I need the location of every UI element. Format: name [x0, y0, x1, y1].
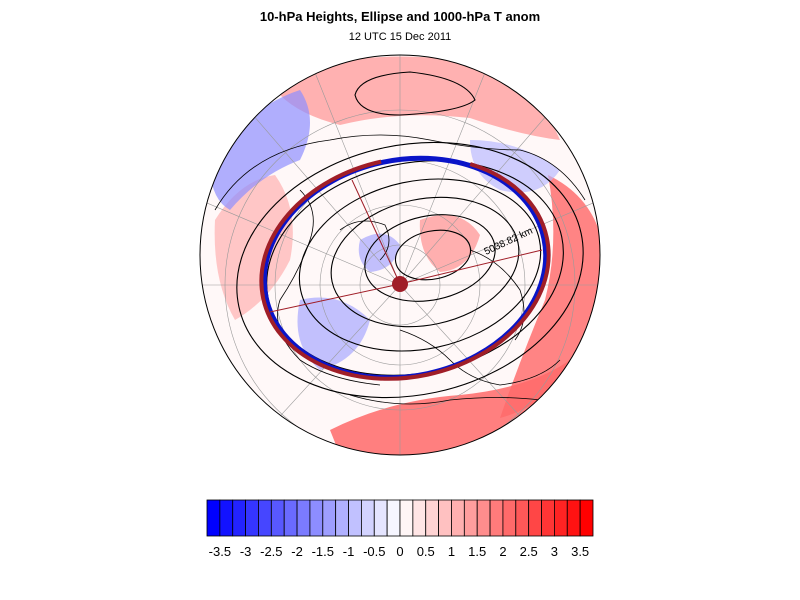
colorbar-boxes — [206, 499, 594, 537]
colorbar-box — [554, 499, 568, 537]
cold-anomaly-alaska — [210, 90, 310, 210]
colorbar-box — [451, 499, 465, 537]
polar-map: 5038.82 km — [199, 54, 601, 456]
colorbar-tick-label: 0.5 — [417, 544, 435, 559]
colorbar-tick-label: -3.5 — [209, 544, 231, 559]
colorbar-box — [322, 499, 337, 537]
colorbar-box — [528, 499, 542, 537]
colorbar-box — [309, 499, 324, 537]
colorbar-box — [566, 499, 581, 537]
colorbar-tick-label: -3 — [240, 544, 252, 559]
warm-anomaly-europe — [500, 175, 600, 418]
colorbar-box — [360, 499, 375, 537]
colorbar-tick-label: 3 — [551, 544, 558, 559]
map-title: 10-hPa Heights, Ellipse and 1000-hPa T a… — [259, 9, 541, 24]
colorbar-box — [373, 499, 388, 537]
colorbar-tick-label: 2 — [499, 544, 506, 559]
colorbar-box — [283, 499, 298, 537]
colorbar-tick-label: -2 — [291, 544, 303, 559]
colorbar-box — [335, 499, 349, 537]
warm-anomaly-arctic — [419, 215, 480, 272]
colorbar-labels: -3.5 -3 -2.5 -2 -1.5 -1 -0.5 0 0.5 1 1.5 2 2.5 3 3.5 — [209, 544, 590, 559]
colorbar-box — [425, 499, 440, 537]
coastlines — [214, 134, 586, 405]
graticule — [200, 55, 600, 455]
colorbar-tick-label: 1.5 — [468, 544, 486, 559]
colorbar-tick-label: 1 — [448, 544, 455, 559]
colorbar-box — [541, 499, 555, 537]
ellipse-red-outline — [259, 155, 551, 381]
colorbar-box — [296, 499, 311, 537]
colorbar-tick-label: -2.5 — [260, 544, 282, 559]
colorbar-box — [579, 499, 594, 537]
colorbar-box — [386, 499, 401, 537]
ellipse-axis-north — [351, 179, 401, 285]
globe-outline — [199, 54, 601, 456]
colorbar-box — [399, 499, 414, 537]
colorbar-box — [206, 499, 221, 537]
colorbar-box — [245, 499, 259, 537]
colorbar-tick-label: 2.5 — [520, 544, 538, 559]
colorbar-box — [258, 499, 272, 537]
colorbar-box — [270, 499, 285, 537]
colorbar-box — [476, 499, 491, 537]
colorbar-tick-label: -1 — [343, 544, 355, 559]
colorbar-tick-label: 0 — [396, 544, 403, 559]
cold-anomaly-asia — [470, 140, 560, 193]
colorbar-tick-label: -0.5 — [363, 544, 385, 559]
contour-closed-low-north — [354, 71, 476, 116]
colorbar-box — [219, 499, 234, 537]
colorbar-box — [348, 499, 362, 537]
colorbar-box — [438, 499, 452, 537]
ellipse-center-marker — [392, 276, 408, 292]
colorbar-box — [489, 499, 504, 537]
colorbar-tick-label: 3.5 — [571, 544, 589, 559]
colorbar-box — [232, 499, 247, 537]
colorbar-box — [412, 499, 427, 537]
warm-anomaly-siberia — [214, 175, 293, 320]
colorbar-box — [515, 499, 530, 537]
ellipse-major-axis — [399, 249, 543, 285]
colorbar-box — [463, 499, 478, 537]
colorbar-tick-label: -1.5 — [312, 544, 334, 559]
colorbar-box — [502, 499, 517, 537]
ellipse-axis-south — [269, 283, 401, 313]
warm-anomaly-north-pacific — [280, 56, 560, 140]
map-subtitle: 12 UTC 15 Dec 2011 — [348, 31, 452, 43]
